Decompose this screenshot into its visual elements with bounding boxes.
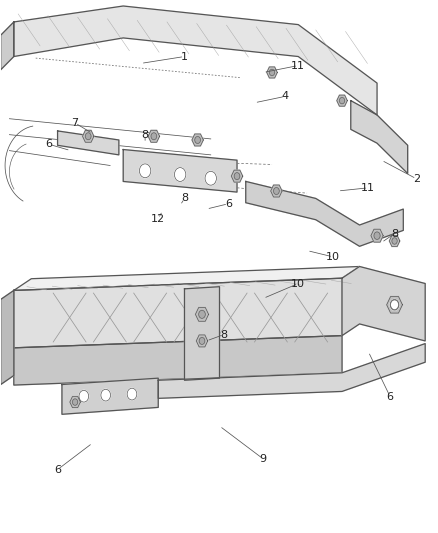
Text: 4: 4	[281, 91, 288, 101]
Text: 6: 6	[386, 392, 393, 402]
Text: 8: 8	[180, 193, 187, 204]
Polygon shape	[245, 181, 403, 246]
Text: 12: 12	[151, 214, 165, 224]
Polygon shape	[336, 95, 346, 106]
Circle shape	[339, 98, 344, 104]
Polygon shape	[14, 6, 376, 115]
Circle shape	[269, 69, 274, 76]
Polygon shape	[350, 101, 407, 173]
Polygon shape	[195, 308, 208, 321]
Text: 11: 11	[360, 183, 374, 193]
Polygon shape	[14, 278, 341, 348]
Text: 6: 6	[224, 199, 231, 209]
Text: 2: 2	[412, 174, 419, 184]
Circle shape	[151, 133, 156, 140]
Polygon shape	[231, 170, 242, 182]
Polygon shape	[191, 134, 203, 146]
Polygon shape	[148, 130, 159, 142]
Text: 7: 7	[71, 118, 78, 128]
Text: 11: 11	[290, 61, 304, 70]
Polygon shape	[82, 130, 94, 142]
Text: 1: 1	[180, 52, 187, 61]
Circle shape	[85, 133, 91, 140]
Text: 9: 9	[259, 454, 266, 464]
Circle shape	[391, 238, 396, 244]
Circle shape	[194, 136, 200, 143]
Circle shape	[273, 188, 279, 195]
Circle shape	[127, 388, 137, 400]
Polygon shape	[386, 296, 402, 313]
Polygon shape	[14, 336, 341, 385]
Polygon shape	[370, 229, 382, 242]
Circle shape	[390, 300, 398, 310]
Polygon shape	[196, 335, 207, 347]
Circle shape	[101, 389, 110, 401]
Polygon shape	[184, 287, 219, 380]
Text: 10: 10	[290, 279, 304, 288]
Circle shape	[373, 232, 379, 239]
Polygon shape	[266, 67, 277, 78]
Circle shape	[139, 164, 150, 177]
Circle shape	[389, 300, 398, 310]
Text: 8: 8	[390, 229, 397, 239]
Text: 6: 6	[45, 139, 52, 149]
Circle shape	[198, 310, 205, 318]
Polygon shape	[57, 131, 119, 155]
Circle shape	[233, 173, 239, 180]
Circle shape	[79, 390, 88, 402]
Polygon shape	[341, 266, 424, 341]
Circle shape	[72, 399, 78, 405]
Polygon shape	[123, 150, 237, 192]
Polygon shape	[389, 236, 399, 246]
Circle shape	[205, 171, 216, 185]
Circle shape	[174, 167, 185, 181]
Polygon shape	[14, 266, 359, 290]
Polygon shape	[1, 290, 14, 384]
Polygon shape	[70, 397, 80, 408]
Text: 6: 6	[54, 465, 61, 474]
Polygon shape	[1, 22, 14, 70]
Polygon shape	[158, 344, 424, 398]
Text: 8: 8	[220, 329, 227, 340]
Polygon shape	[62, 378, 158, 414]
Circle shape	[199, 337, 205, 344]
Text: 10: 10	[325, 252, 339, 262]
Text: 8: 8	[141, 130, 148, 140]
Polygon shape	[270, 185, 282, 197]
